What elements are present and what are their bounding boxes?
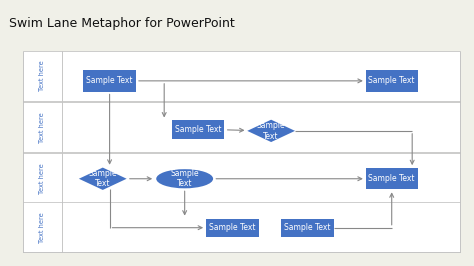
Text: Sample
Text: Sample Text: [170, 169, 199, 188]
FancyBboxPatch shape: [23, 153, 62, 203]
Text: Sample Text: Sample Text: [368, 174, 415, 183]
FancyBboxPatch shape: [23, 51, 62, 101]
Text: Text here: Text here: [39, 112, 46, 143]
FancyBboxPatch shape: [62, 202, 460, 252]
FancyBboxPatch shape: [62, 102, 460, 152]
Text: Sample Text: Sample Text: [368, 76, 415, 85]
Text: Text here: Text here: [39, 163, 46, 194]
FancyBboxPatch shape: [83, 70, 136, 92]
Polygon shape: [79, 168, 127, 190]
FancyBboxPatch shape: [172, 120, 225, 139]
FancyBboxPatch shape: [206, 219, 259, 237]
Text: Sample Text: Sample Text: [209, 223, 255, 232]
Text: Text here: Text here: [39, 61, 46, 92]
Text: Sample
Text: Sample Text: [89, 169, 117, 188]
Text: Sample Text: Sample Text: [284, 223, 331, 232]
FancyBboxPatch shape: [282, 219, 334, 237]
FancyBboxPatch shape: [23, 102, 62, 152]
Text: Swim Lane Metaphor for PowerPoint: Swim Lane Metaphor for PowerPoint: [9, 18, 235, 30]
FancyBboxPatch shape: [365, 70, 418, 92]
Text: Sample Text: Sample Text: [175, 125, 221, 134]
Text: Text here: Text here: [39, 212, 46, 243]
Ellipse shape: [156, 169, 213, 188]
FancyBboxPatch shape: [62, 51, 460, 101]
Text: Sample Text: Sample Text: [86, 76, 133, 85]
FancyBboxPatch shape: [62, 153, 460, 203]
Text: Sample
Text: Sample Text: [257, 121, 285, 140]
Polygon shape: [247, 120, 295, 142]
FancyBboxPatch shape: [365, 168, 418, 189]
FancyBboxPatch shape: [23, 202, 62, 252]
